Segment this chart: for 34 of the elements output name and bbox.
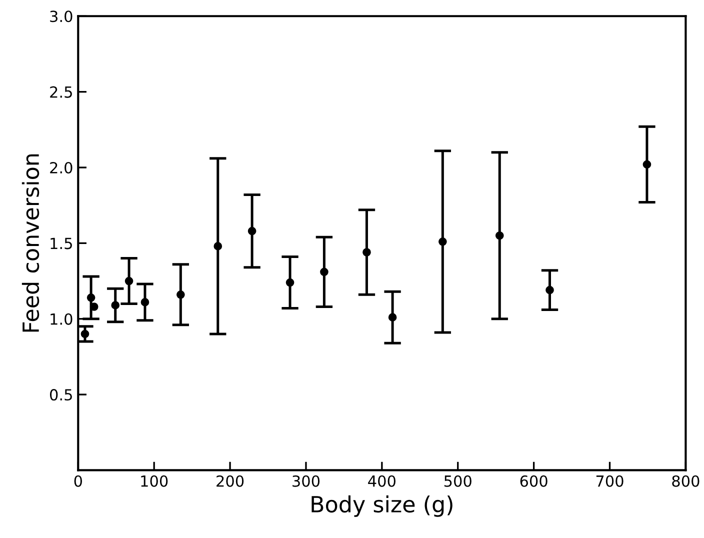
x-tick-label: 200 [216, 475, 244, 487]
point [320, 268, 328, 276]
y-tick-label: 1.5 [50, 238, 72, 250]
point [438, 237, 447, 246]
y-tick-label: 3.0 [50, 10, 72, 22]
x-tick-label: 400 [368, 475, 396, 487]
point [124, 276, 134, 286]
y-tick-label: 1.0 [50, 313, 72, 325]
x-tick-label: 0 [74, 475, 82, 487]
x-tick-label: 600 [520, 475, 548, 487]
point [80, 330, 90, 338]
x-tick-label: 700 [596, 475, 624, 487]
point [248, 226, 256, 236]
point [642, 160, 652, 169]
x-tick-label: 800 [672, 475, 700, 487]
x-tick-label: 500 [444, 475, 472, 487]
point [111, 301, 120, 310]
point [90, 302, 98, 311]
y-tick-label: 0.5 [50, 389, 72, 401]
point [176, 290, 185, 299]
point [362, 248, 371, 256]
point [214, 242, 222, 250]
x-tick-label: 100 [141, 475, 168, 487]
y-axis-title: Feed conversion [22, 154, 40, 332]
y-tick-label: 2.0 [50, 162, 72, 174]
point [495, 231, 504, 240]
y-tick-label: 2.5 [50, 86, 72, 98]
point [86, 294, 96, 302]
point [140, 298, 150, 306]
point [388, 313, 397, 322]
point [286, 278, 294, 287]
x-tick-label: 300 [292, 475, 320, 487]
point [546, 286, 554, 294]
x-axis-title: Body size (g) [312, 495, 452, 517]
